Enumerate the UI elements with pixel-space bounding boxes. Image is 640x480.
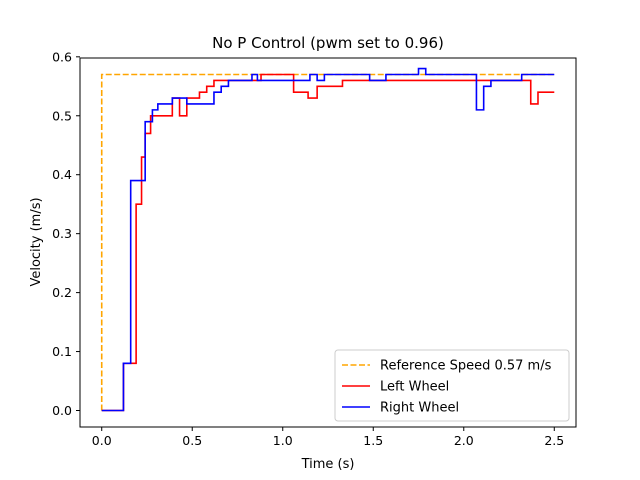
- y-tick-label: 0.4: [52, 167, 72, 182]
- x-tick-label: 1.0: [273, 433, 293, 448]
- y-tick-label: 0.1: [52, 344, 72, 359]
- x-tick-label: 1.5: [363, 433, 383, 448]
- plot-series: [100, 67, 555, 412]
- x-axis-ticks: 0.0 0.5 1.0 1.5 2.0 2.5: [92, 427, 564, 448]
- y-tick-label: 0.6: [52, 49, 72, 64]
- legend-label: Left Wheel: [380, 380, 449, 395]
- y-tick-label: 0.5: [52, 108, 72, 123]
- plot-frame: [79, 57, 577, 428]
- chart-title: No P Control (pwm set to 0.96): [212, 34, 444, 52]
- y-tick-label: 0.0: [52, 403, 72, 418]
- x-tick-label: 0.0: [92, 433, 112, 448]
- legend: Reference Speed 0.57 m/s Left Wheel Right …: [334, 349, 570, 422]
- y-axis-label: Velocity (m/s): [29, 197, 44, 286]
- y-tick-label: 0.3: [52, 226, 72, 241]
- x-axis-label: Time (s): [301, 457, 355, 472]
- legend-box: [334, 349, 570, 422]
- series-line-2: [101, 67, 555, 412]
- y-axis-ticks: 0.0 0.1 0.2 0.3 0.4 0.5 0.6: [52, 49, 80, 418]
- x-tick-label: 0.5: [182, 433, 202, 448]
- legend-label: Right Wheel: [380, 401, 459, 416]
- y-tick-label: 0.2: [52, 285, 72, 300]
- legend-label: Reference Speed 0.57 m/s: [380, 359, 552, 374]
- x-tick-label: 2.5: [544, 433, 564, 448]
- x-tick-label: 2.0: [454, 433, 474, 448]
